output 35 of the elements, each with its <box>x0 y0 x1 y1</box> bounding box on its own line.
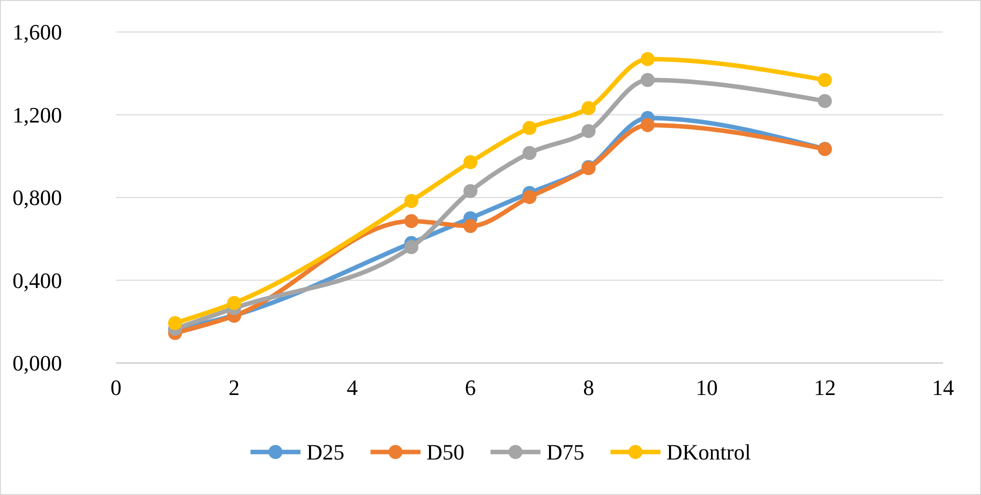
point <box>522 120 536 135</box>
x-tick-label: 14 <box>932 375 954 400</box>
point <box>463 184 478 198</box>
x-tick-label: 2 <box>228 375 240 400</box>
x-tick-label: 4 <box>346 375 358 400</box>
point <box>404 240 418 254</box>
y-tick-label: 0,800 <box>12 185 62 210</box>
x-tick-label: 10 <box>696 375 718 400</box>
legend-label: D75 <box>546 440 584 465</box>
x-tick-label: 0 <box>110 375 122 400</box>
point <box>404 214 418 228</box>
legend-label: DKontrol <box>666 440 751 465</box>
point <box>522 190 536 204</box>
point <box>404 194 418 208</box>
x-tick-label: 6 <box>464 375 476 400</box>
point <box>582 124 596 138</box>
point <box>818 94 832 108</box>
point <box>818 72 832 87</box>
point <box>640 72 655 87</box>
point <box>582 101 596 116</box>
point <box>640 118 655 132</box>
x-tick-label: 8 <box>583 375 594 400</box>
point <box>640 52 655 66</box>
point <box>522 146 536 160</box>
x-tick-label: 12 <box>814 375 836 400</box>
y-tick-label: 0,400 <box>12 268 62 293</box>
y-tick-label: 1,200 <box>12 102 62 128</box>
point <box>463 219 478 234</box>
legend-label: D25 <box>306 440 344 465</box>
legend-label: D50 <box>426 440 464 465</box>
y-tick-label: 1,600 <box>12 20 62 45</box>
point <box>463 155 478 170</box>
point <box>227 296 242 310</box>
point <box>168 316 182 330</box>
y-tick-label: 0,000 <box>12 350 62 376</box>
